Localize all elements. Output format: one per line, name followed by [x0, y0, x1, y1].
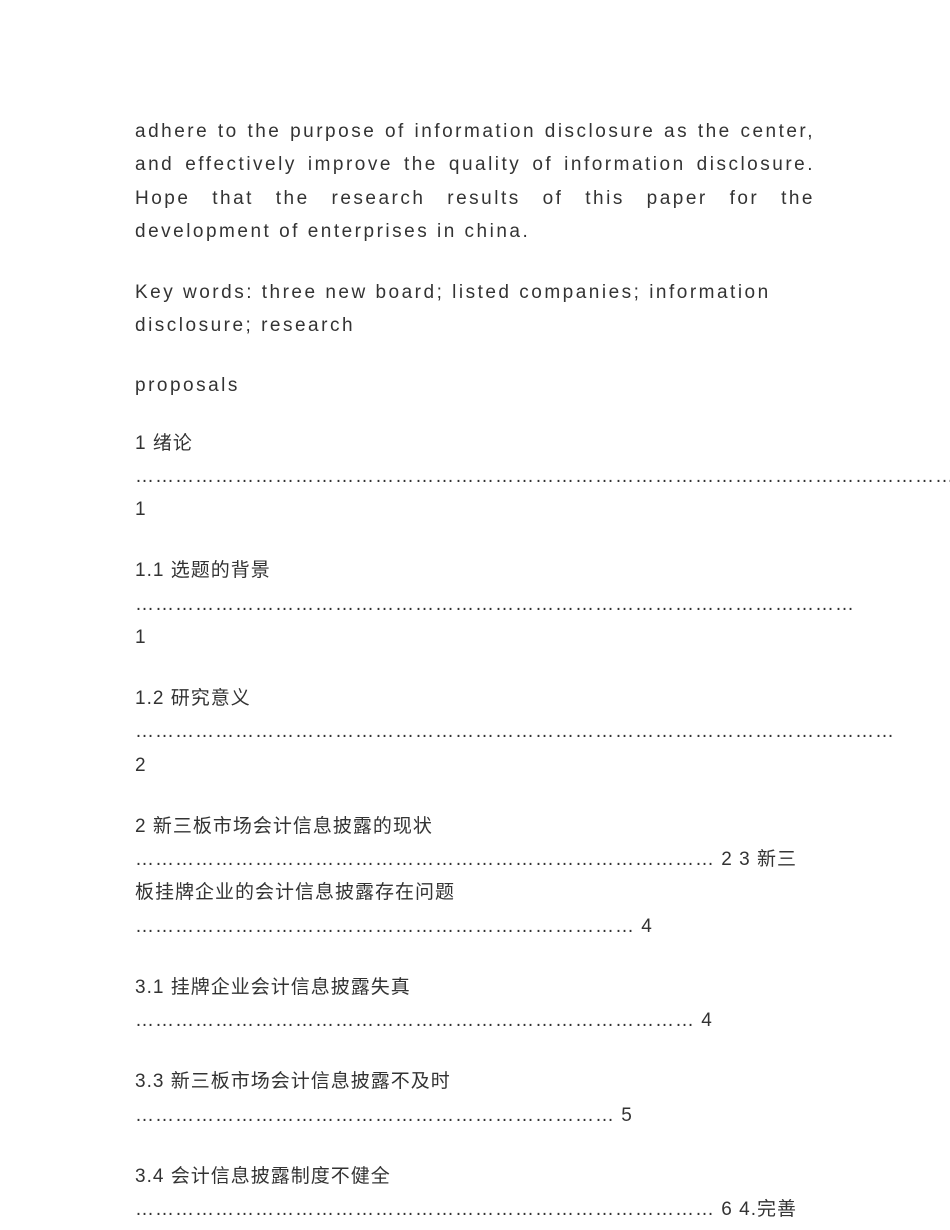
proposals-heading: proposals [135, 375, 815, 397]
toc-entry-3: 1.2 研究意义 …………………………………………………………………………………… [135, 682, 815, 782]
toc-entry-4: 2 新三板市场会计信息披露的现状 ……………………………………………………………… [135, 810, 815, 943]
toc-entry-1: 1 绪论 ……………………………………………………………………………………………… [135, 427, 815, 527]
toc-entry-5: 3.1 挂牌企业会计信息披露失真 ……………………………………………………………… [135, 971, 815, 1038]
toc-entry-2: 1.1 选题的背景 ………………………………………………………………………………… [135, 554, 815, 654]
abstract-paragraph: adhere to the purpose of information dis… [135, 115, 815, 248]
keywords-text: Key words: three new board; listed compa… [135, 276, 815, 343]
toc-entry-6: 3.3 新三板市场会计信息披露不及时 ………………………………………………………… [135, 1065, 815, 1132]
toc-entry-7: 3.4 会计信息披露制度不健全 ………………………………………………………………… [135, 1160, 815, 1227]
